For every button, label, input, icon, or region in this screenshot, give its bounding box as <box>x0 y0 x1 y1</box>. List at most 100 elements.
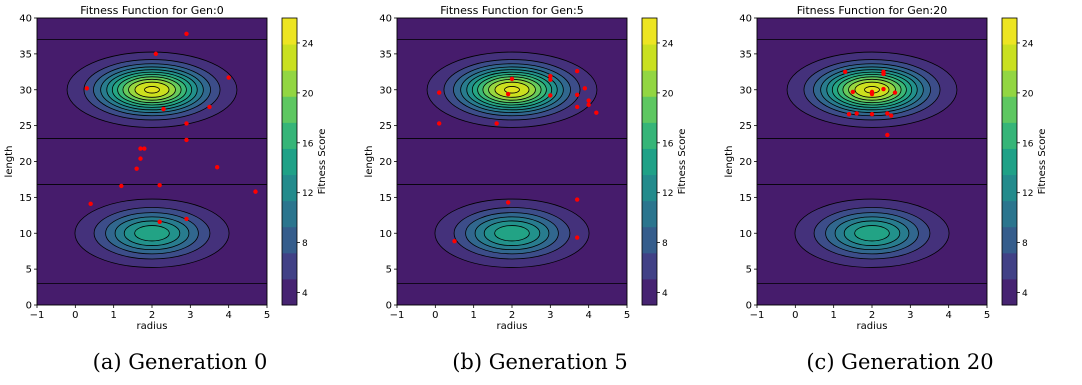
scatter-point <box>119 183 124 189</box>
scatter-point <box>214 165 220 170</box>
scatter-point <box>207 104 212 110</box>
y-tick-label: 20 <box>379 157 392 168</box>
x-tick-label: 3 <box>187 310 193 321</box>
scatter-point <box>548 73 553 79</box>
colorbar-label: Fitness Score <box>677 129 688 195</box>
y-tick-label: 30 <box>739 85 752 96</box>
y-tick-label: 25 <box>379 121 392 132</box>
scatter-point <box>594 110 599 115</box>
scatter-point <box>142 146 147 151</box>
x-tick-label: 2 <box>509 310 515 321</box>
scatter-point <box>494 121 499 126</box>
x-tick-label: 1 <box>470 310 476 321</box>
x-tick-label: 3 <box>907 310 913 321</box>
contour-chart-a: Fitness Function for Gen:0−1 0 1 2 3 4 5051015… <box>4 4 328 332</box>
x-tick-label: 5 <box>984 310 990 321</box>
y-tick-label: 15 <box>739 193 752 204</box>
x-tick-label: 5 <box>624 310 630 321</box>
scatter-point <box>574 92 580 97</box>
scatter-point <box>161 106 166 112</box>
x-tick-label: −1 <box>750 310 765 321</box>
contour-chart-c: Fitness Function for Gen:20−1 0 1 2 3 4 505101… <box>724 4 1048 332</box>
scatter-point <box>842 69 848 75</box>
contour-lines <box>397 39 627 284</box>
y-axis-label: length <box>4 146 15 178</box>
chart-title: Fitness Function for Gen:5 <box>440 4 583 17</box>
scatter-point <box>452 238 457 244</box>
contour-chart-b: Fitness Function for Gen:5−1 0 1 2 3 4 5051015… <box>364 4 688 332</box>
y-tick-label: 5 <box>746 265 752 276</box>
y-tick-label: 35 <box>379 49 392 60</box>
x-tick-label: 0 <box>792 310 798 321</box>
scatter-point <box>509 76 515 82</box>
scatter-point <box>505 200 511 205</box>
contour-fill <box>757 18 987 305</box>
colorbar-tick-label: 4 <box>662 289 668 299</box>
scatter-point <box>586 102 591 108</box>
panel-b: Fitness Function for Gen:5 −1 0 1 2 3 4 5 0 5 10 15… <box>360 0 720 385</box>
y-tick-label: 15 <box>19 193 32 204</box>
contour-fill <box>37 18 267 305</box>
x-tick-label: 3 <box>547 310 553 321</box>
scatter-point <box>138 146 143 151</box>
contour-lines <box>757 39 987 284</box>
scatter-point <box>548 77 553 82</box>
scatter-point <box>184 121 189 126</box>
x-axis-label: radius <box>137 321 168 332</box>
colorbar-tick-label: 8 <box>1022 239 1028 249</box>
contour-lines <box>37 39 267 284</box>
x-tick-label: 2 <box>149 310 155 321</box>
scatter-point <box>253 189 258 194</box>
y-tick-label: 25 <box>19 121 32 132</box>
scatter-point <box>157 219 162 224</box>
x-tick-label: 4 <box>585 310 591 321</box>
chart-title: Fitness Function for Gen:20 <box>797 4 947 17</box>
scatter-point <box>184 137 189 143</box>
x-axis-label: radius <box>857 321 888 332</box>
colorbar-tick-label: 16 <box>662 139 674 149</box>
scatter-point <box>184 216 189 222</box>
y-tick-label: 40 <box>379 14 392 25</box>
x-tick-label: 0 <box>72 310 78 321</box>
colorbar-tick-label: 8 <box>302 239 308 249</box>
colorbar-tick-label: 12 <box>1022 189 1033 199</box>
colorbar-tick-label: 8 <box>662 239 668 249</box>
scatter-point <box>226 75 231 80</box>
x-tick-label: 2 <box>869 310 875 321</box>
y-tick-label: 35 <box>19 49 32 60</box>
scatter-point <box>854 111 859 116</box>
y-axis-label: length <box>724 146 735 178</box>
x-tick-label: 0 <box>432 310 438 321</box>
y-tick-label: 30 <box>19 85 32 96</box>
scatter-point <box>574 235 580 240</box>
colorbar-tick-label: 24 <box>1022 39 1034 49</box>
colorbar <box>281 17 298 306</box>
y-tick-label: 0 <box>26 301 32 312</box>
scatter-point <box>846 111 852 117</box>
colorbar-tick-label: 4 <box>302 289 308 299</box>
scatter-point <box>888 113 894 118</box>
x-tick-label: −1 <box>390 310 405 321</box>
scatter-point <box>586 98 591 103</box>
x-tick-label: 1 <box>110 310 116 321</box>
scatter-point <box>885 111 890 116</box>
scatter-point <box>153 51 159 57</box>
scatter-point <box>157 182 162 188</box>
scatter-point <box>881 86 886 92</box>
contour-fill <box>397 18 627 305</box>
x-axis-label: radius <box>497 321 528 332</box>
y-tick-label: 5 <box>26 265 32 276</box>
y-tick-label: 5 <box>386 265 392 276</box>
colorbar-label: Fitness Score <box>317 129 328 195</box>
x-tick-label: −1 <box>30 310 45 321</box>
y-tick-label: 20 <box>739 157 752 168</box>
chart-title: Fitness Function for Gen:0 <box>80 4 223 17</box>
y-tick-label: 20 <box>19 157 32 168</box>
x-tick-label: 1 <box>830 310 836 321</box>
scatter-point <box>869 91 875 97</box>
y-tick-label: 10 <box>739 229 752 240</box>
colorbar-tick-label: 20 <box>302 89 314 99</box>
y-tick-label: 10 <box>379 229 392 240</box>
colorbar-tick-label: 24 <box>302 39 314 49</box>
scatter-point <box>134 166 139 171</box>
